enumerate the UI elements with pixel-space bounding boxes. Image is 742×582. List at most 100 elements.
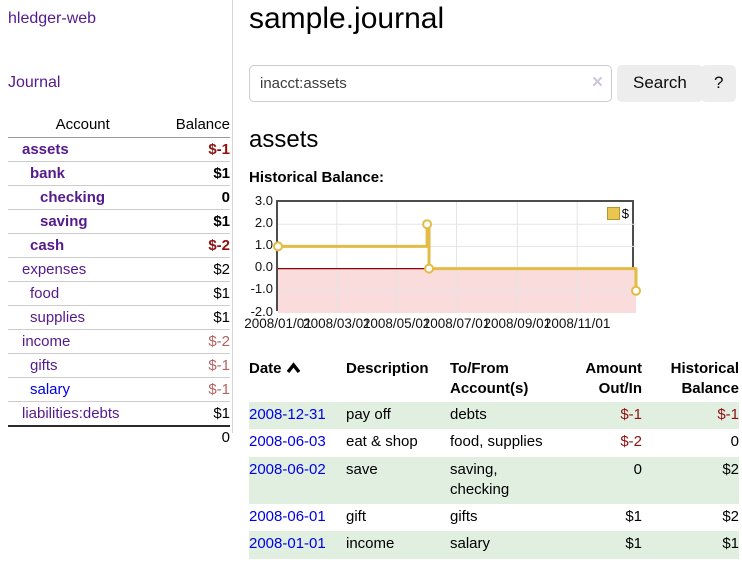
y-tick-label: 1.0 <box>254 236 273 252</box>
account-balance: $-2 <box>157 329 230 354</box>
transaction-date-link[interactable]: 2008-06-03 <box>249 433 326 451</box>
transaction-amount: $1 <box>625 508 642 525</box>
x-tick-label: 2008/01/01 <box>244 315 312 331</box>
accounts-total-row: 0 <box>8 425 230 449</box>
y-tick-label: 0.0 <box>254 259 273 275</box>
transaction-amount: $-2 <box>620 433 642 451</box>
account-link-bank[interactable]: bank <box>30 165 66 182</box>
search-button[interactable]: Search <box>617 64 703 102</box>
x-tick-label: 2008/05/01 <box>362 315 431 331</box>
sidebar-item-journal[interactable]: Journal <box>8 74 61 91</box>
y-tick-label: -2.0 <box>250 303 273 319</box>
register-row: 2008-06-01 gift gifts $1 $2 <box>249 504 739 531</box>
register-header-row: Date Description To/From Account(s) Amou… <box>249 357 739 403</box>
transaction-balance: $-1 <box>717 406 739 423</box>
transaction-amount: $1 <box>625 535 642 553</box>
account-link-expenses[interactable]: expenses <box>22 261 87 278</box>
transaction-accounts: saving, checking <box>450 460 510 498</box>
help-button[interactable]: ? <box>701 64 737 102</box>
register-row: 2008-06-03 eat & shop food, supplies $-2… <box>249 429 739 456</box>
account-link-checking[interactable]: checking <box>40 189 106 206</box>
transaction-description: gift <box>346 508 367 525</box>
account-link-salary[interactable]: salary <box>30 381 71 398</box>
register-col-amount: Amount Out/In <box>585 359 642 397</box>
account-balance: $1 <box>157 401 230 427</box>
account-link-gifts[interactable]: gifts <box>30 357 58 374</box>
y-tick-label: 2.0 <box>254 214 273 230</box>
transaction-accounts: debts <box>450 406 487 423</box>
transaction-balance: $2 <box>722 460 739 478</box>
register-table: Date Description To/From Account(s) Amou… <box>249 357 739 559</box>
register-col-date[interactable]: Date <box>249 357 346 403</box>
y-tick-label: 3.0 <box>254 192 273 208</box>
accounts-col-account: Account <box>8 113 158 138</box>
account-balance: $1 <box>157 161 230 186</box>
account-link-liabilities-debts[interactable]: liabilities:debts <box>22 405 120 422</box>
accounts-total-value: 0 <box>157 425 230 449</box>
register-col-balance: Historical Balance <box>670 359 739 397</box>
main-content: sample.journal × Search ? assets Histori… <box>244 0 739 559</box>
transaction-accounts: gifts <box>450 508 478 525</box>
account-balance: $-1 <box>157 353 230 378</box>
account-link-cash[interactable]: cash <box>30 237 65 254</box>
account-balance: $1 <box>157 281 230 306</box>
account-row-gifts: gifts $-1 <box>8 353 230 378</box>
x-tick-label: 2008/09/01 <box>483 315 552 331</box>
transaction-date-link[interactable]: 2008-06-01 <box>249 508 326 525</box>
account-link-food[interactable]: food <box>30 285 60 302</box>
account-heading: assets <box>249 125 319 153</box>
account-row-liabilities-debts: liabilities:debts $1 <box>8 401 230 427</box>
account-balance: $1 <box>157 305 230 330</box>
transaction-description: income <box>346 535 395 553</box>
account-row-income: income $-2 <box>8 329 230 354</box>
account-row-checking: checking 0 <box>8 185 230 210</box>
register-col-tofrom: To/From Account(s) <box>450 359 529 397</box>
account-row-cash: cash $-2 <box>8 233 230 258</box>
account-link-income[interactable]: income <box>22 333 71 350</box>
transaction-date-link[interactable]: 2008-06-02 <box>249 460 326 478</box>
clear-search-icon[interactable]: × <box>591 71 603 93</box>
sidebar: hledger-web Journal Account Balance asse… <box>0 0 233 449</box>
search-input-wrap: × <box>249 64 612 102</box>
transaction-amount: $-1 <box>620 406 642 423</box>
account-row-bank: bank $1 <box>8 161 230 186</box>
legend-swatch-icon <box>606 206 620 220</box>
transaction-date-link[interactable]: 2008-01-01 <box>249 535 326 553</box>
register-row: 2008-12-31 pay off debts $-1 $-1 <box>249 402 739 430</box>
transaction-description: pay off <box>346 406 391 423</box>
account-balance: $2 <box>157 257 230 282</box>
chart-legend: $ <box>606 205 629 221</box>
legend-label: $ <box>621 205 629 221</box>
account-link-supplies[interactable]: supplies <box>30 309 86 326</box>
register-col-date-label: Date <box>249 359 282 377</box>
transaction-balance: $2 <box>722 508 739 525</box>
account-row-assets: assets $-1 <box>8 137 230 162</box>
register-col-description: Description <box>346 359 429 377</box>
x-tick-label: 2008/03/01 <box>303 315 371 331</box>
transaction-description: eat & shop <box>346 433 418 451</box>
x-tick-label: 2008/11/01 <box>543 315 611 331</box>
accounts-table: Account Balance assets $-1 bank $1 check… <box>8 113 230 449</box>
x-tick-label: 2008/07/01 <box>422 315 491 331</box>
balance-chart-plot: $ <box>273 199 641 313</box>
account-link-assets[interactable]: assets <box>22 141 69 158</box>
transaction-balance: $1 <box>722 535 739 553</box>
account-balance: $1 <box>157 209 230 234</box>
account-row-salary: salary $-1 <box>8 377 230 402</box>
transaction-date-link[interactable]: 2008-12-31 <box>249 406 326 423</box>
search-input[interactable] <box>249 64 612 102</box>
chart-label: Historical Balance: <box>249 168 385 186</box>
search-form: × Search ? <box>249 64 739 102</box>
account-balance: $-1 <box>157 137 230 162</box>
account-row-expenses: expenses $2 <box>8 257 230 282</box>
account-row-saving: saving $1 <box>8 209 230 234</box>
transaction-description: save <box>346 460 378 478</box>
transaction-amount: 0 <box>633 460 642 478</box>
page-title: sample.journal <box>249 2 445 35</box>
transaction-accounts: salary <box>450 535 491 553</box>
y-tick-label: -1.0 <box>250 281 273 297</box>
register-row: 2008-06-02 save saving, checking 0 $2 <box>249 456 739 504</box>
sort-ascending-icon <box>286 360 301 380</box>
app-title-link[interactable]: hledger-web <box>8 10 97 27</box>
account-link-saving[interactable]: saving <box>40 213 88 230</box>
